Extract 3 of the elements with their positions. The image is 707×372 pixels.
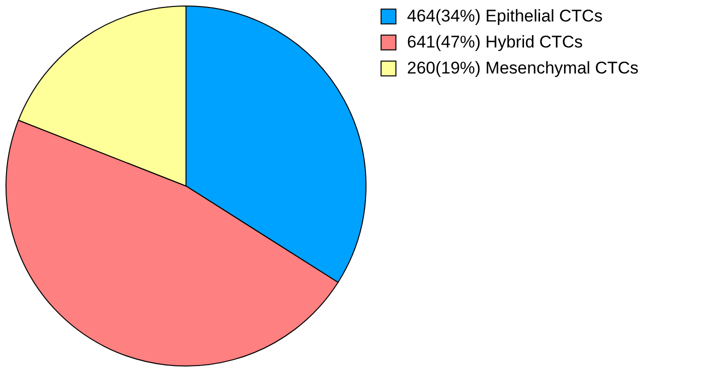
legend-label: 641(47%) Hybrid CTCs — [407, 32, 583, 52]
legend-label: 464(34%) Epithelial CTCs — [407, 6, 603, 26]
legend-label: 260(19%) Mesenchymal CTCs — [407, 58, 638, 78]
